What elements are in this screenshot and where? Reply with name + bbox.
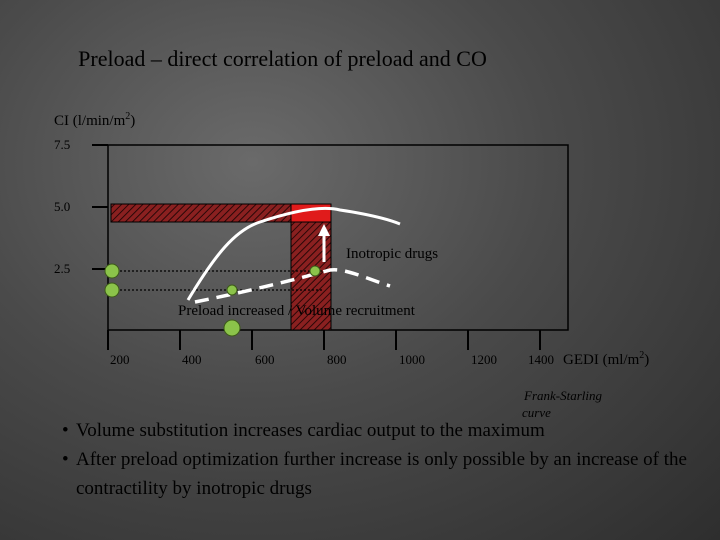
inotropic-arrow-head: [318, 224, 330, 236]
y-tick-label: 7.5: [54, 137, 70, 152]
green-point: [226, 284, 238, 296]
green-point: [104, 263, 120, 279]
frank-starling-caption: Frank-Starling: [523, 388, 602, 403]
bullet-item: Volume substitution increases cardiac ou…: [62, 416, 702, 445]
y-tick-label: 2.5: [54, 261, 70, 276]
preload-increased-label: Preload increased / Volume recruitment: [178, 303, 416, 319]
plot-frame: [107, 144, 569, 331]
green-point: [104, 282, 120, 298]
x-tick-label: 200: [110, 352, 130, 367]
slide-title: Preload – direct correlation of preload …: [78, 46, 487, 71]
x-tick-label: 1400: [528, 352, 554, 367]
bullet-item: After preload optimization further incre…: [62, 445, 702, 503]
green-point: [309, 265, 321, 277]
y-axis-label: CI (l/min/m2): [54, 111, 135, 129]
x-tick-label: 400: [182, 352, 202, 367]
x-tick-label: 1000: [399, 352, 425, 367]
x-tick-marks: [107, 330, 541, 350]
frank-starling-curve-upper: [186, 206, 401, 301]
x-tick-label: 600: [255, 352, 275, 367]
x-tick-label: 800: [327, 352, 347, 367]
x-tick-label: 1200: [471, 352, 497, 367]
green-point: [223, 319, 241, 337]
x-axis-label: GEDI (ml/m2): [563, 350, 649, 368]
inotropic-drugs-label: Inotropic drugs: [346, 246, 438, 262]
bullet-list: Volume substitution increases cardiac ou…: [62, 416, 702, 503]
y-tick-label: 5.0: [54, 199, 70, 214]
frank-starling-curve-lower: [194, 268, 391, 304]
